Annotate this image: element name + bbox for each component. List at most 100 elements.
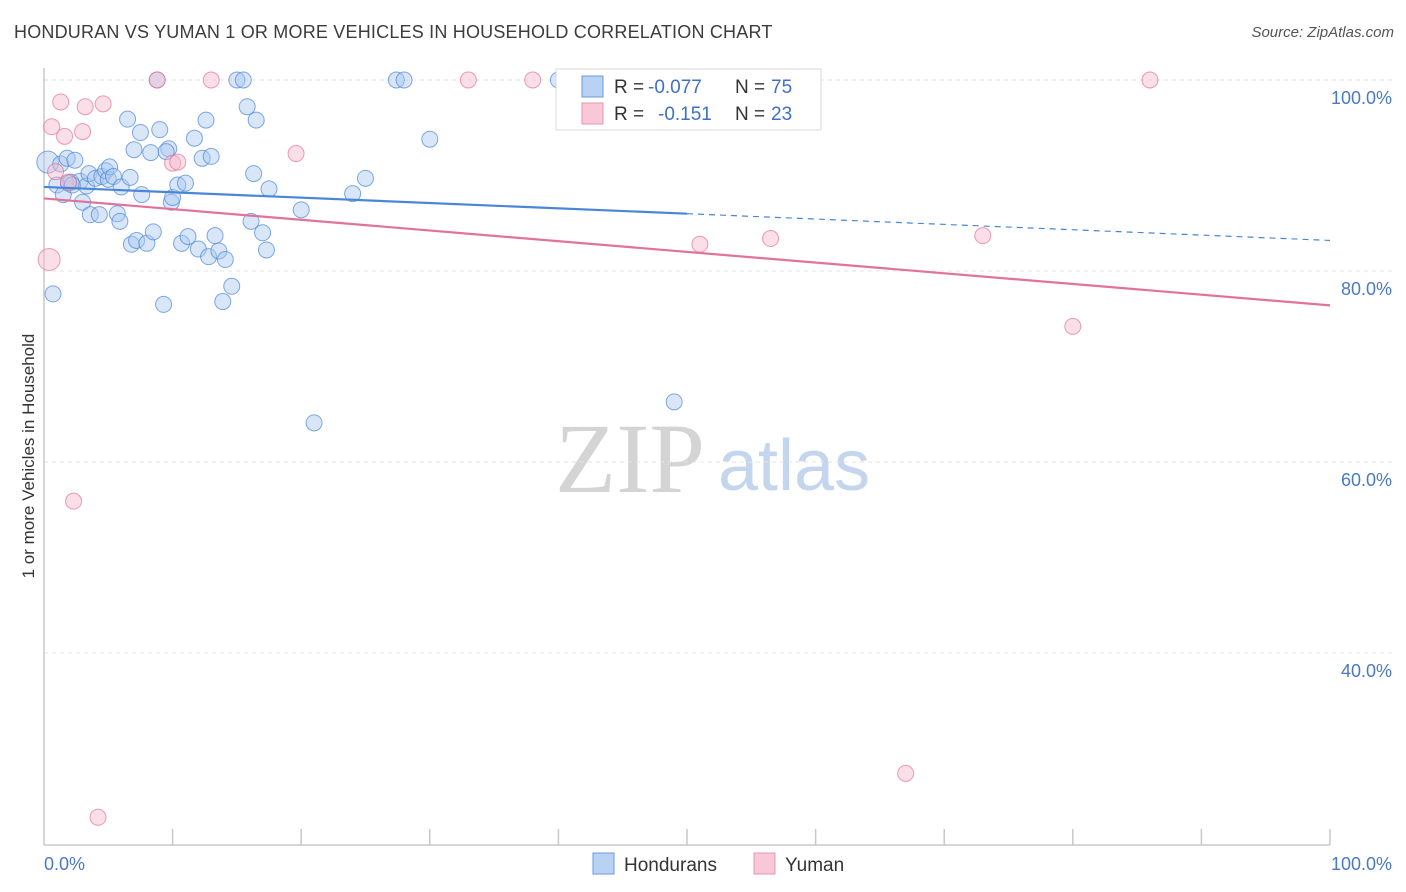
data-point [228,71,246,89]
data-point [155,295,173,313]
data-point [90,206,108,224]
stats-n-value-hondurans: 75 [771,77,792,98]
data-point [179,228,197,246]
data-point [357,169,374,187]
y-tick-label: 40.0% [1341,661,1392,681]
stats-swatch-hondurans [581,75,604,98]
gridlines [44,79,1392,654]
data-point [144,223,162,241]
data-point [128,231,146,249]
legend-label-yuman: Yuman [785,855,844,876]
bottom-legend: Hondurans Yuman [592,852,844,876]
x-ticks [171,829,1331,845]
data-point [1141,71,1159,89]
data-point [216,251,234,269]
data-point [238,98,256,116]
data-point [223,277,241,295]
data-point [210,242,228,260]
data-point [89,808,107,826]
series-yuman [37,71,1159,826]
data-point [56,127,74,145]
data-point [164,154,182,172]
data-point [66,151,84,169]
data-point [524,71,542,89]
stats-swatch-yuman [581,102,604,125]
data-point [44,285,62,303]
series-points [36,71,1159,826]
data-point [459,71,477,89]
chart-title: HONDURAN VS YUMAN 1 OR MORE VEHICLES IN … [14,22,773,42]
data-point [242,212,260,230]
y-tick-labels: 40.0% 60.0% 80.0% 100.0% [1331,88,1392,681]
data-point [160,140,178,158]
legend-swatch-hondurans [592,852,615,875]
y-tick-label: 100.0% [1331,88,1392,108]
data-point [74,123,92,141]
data-point [133,186,151,204]
data-point [762,230,780,248]
stats-legend: R = -0.077 N = 75 R = -0.151 N = 23 [555,68,822,131]
data-point [47,163,65,181]
stats-r-label-yuman: R = [614,104,644,125]
x-tick-label-min: 0.0% [44,854,85,874]
data-point [974,227,992,245]
data-point [99,170,117,188]
trend-lines [43,185,1331,307]
data-point [245,165,263,183]
data-point [197,111,215,129]
chart-source: Source: ZipAtlas.com [1251,24,1394,41]
trend-line-hondurans [43,185,688,215]
data-point [59,173,77,191]
data-point [247,111,265,129]
data-point [148,71,166,89]
y-tick-label: 80.0% [1341,279,1392,299]
legend-swatch-yuman [753,852,776,875]
data-point [1064,317,1082,335]
legend-label-hondurans: Hondurans [624,855,717,876]
stats-r-label-hondurans: R = [614,77,644,98]
data-point [421,130,439,148]
stats-r-value-yuman: -0.151 [658,104,712,125]
watermark-atlas: atlas [718,426,870,506]
data-point [691,235,709,253]
data-point [305,414,323,432]
data-point [81,206,99,224]
data-point [173,234,191,252]
data-point [65,492,83,510]
data-point [200,248,218,266]
data-point [94,95,112,113]
data-point [52,93,70,111]
data-point [260,180,278,198]
data-point [131,124,149,142]
data-point [169,153,187,171]
y-axis-title: 1 or more Vehicles in Household [19,334,38,579]
stats-n-label-yuman: N = [735,104,765,125]
stats-n-value-yuman: 23 [771,104,792,125]
x-tick-label-max: 100.0% [1331,854,1392,874]
data-point [176,174,194,192]
data-point [121,168,139,186]
data-point [202,147,220,165]
data-point [287,145,305,163]
stats-n-label-hondurans: N = [735,77,765,98]
trend-line-yuman [43,197,1331,307]
data-point [119,110,137,128]
y-tick-label: 60.0% [1341,470,1392,490]
data-point [185,129,203,147]
data-point [214,293,232,311]
data-point [101,158,119,176]
data-point [344,185,362,203]
data-point [254,224,272,242]
data-point [897,764,915,782]
data-point [125,141,143,159]
data-point [111,212,129,230]
trend-line-extension-hondurans [686,213,1331,242]
stats-r-value-hondurans: -0.077 [648,77,702,98]
data-point [395,71,413,89]
watermark-zip: ZIP [555,403,705,514]
data-point [257,241,275,259]
data-point [202,71,220,89]
data-point [76,98,94,116]
data-point [206,227,224,245]
